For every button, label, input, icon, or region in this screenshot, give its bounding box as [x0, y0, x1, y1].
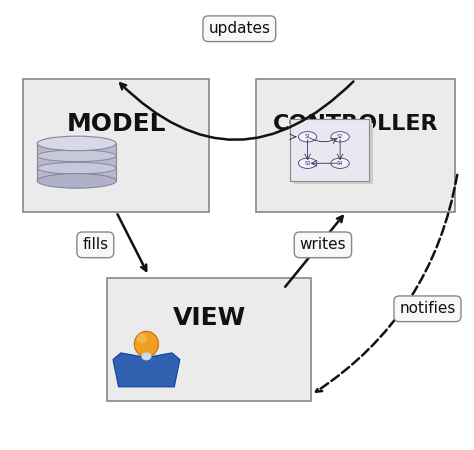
- FancyBboxPatch shape: [107, 278, 311, 401]
- Text: MODEL: MODEL: [66, 112, 166, 135]
- Ellipse shape: [37, 150, 116, 162]
- Text: updates: updates: [208, 21, 270, 36]
- Ellipse shape: [37, 174, 116, 188]
- Text: S2: S2: [337, 134, 343, 140]
- Text: notifies: notifies: [399, 302, 456, 316]
- PathPatch shape: [113, 353, 180, 387]
- Text: VIEW: VIEW: [173, 306, 246, 329]
- Ellipse shape: [37, 136, 116, 151]
- Text: S1: S1: [304, 134, 311, 140]
- FancyBboxPatch shape: [23, 80, 209, 212]
- Text: S4: S4: [337, 161, 343, 166]
- Ellipse shape: [141, 352, 152, 360]
- Text: S3: S3: [304, 161, 311, 166]
- Text: fills: fills: [82, 237, 109, 252]
- FancyBboxPatch shape: [291, 119, 369, 181]
- Ellipse shape: [134, 331, 158, 357]
- Ellipse shape: [299, 132, 317, 142]
- Bar: [37, 144, 116, 181]
- FancyBboxPatch shape: [255, 80, 456, 212]
- Ellipse shape: [299, 158, 317, 168]
- Ellipse shape: [37, 162, 116, 174]
- Ellipse shape: [331, 132, 349, 142]
- Text: writes: writes: [300, 237, 346, 252]
- Text: CONTROLLER: CONTROLLER: [273, 113, 438, 134]
- FancyBboxPatch shape: [294, 123, 373, 184]
- Ellipse shape: [137, 333, 147, 343]
- Ellipse shape: [331, 158, 349, 168]
